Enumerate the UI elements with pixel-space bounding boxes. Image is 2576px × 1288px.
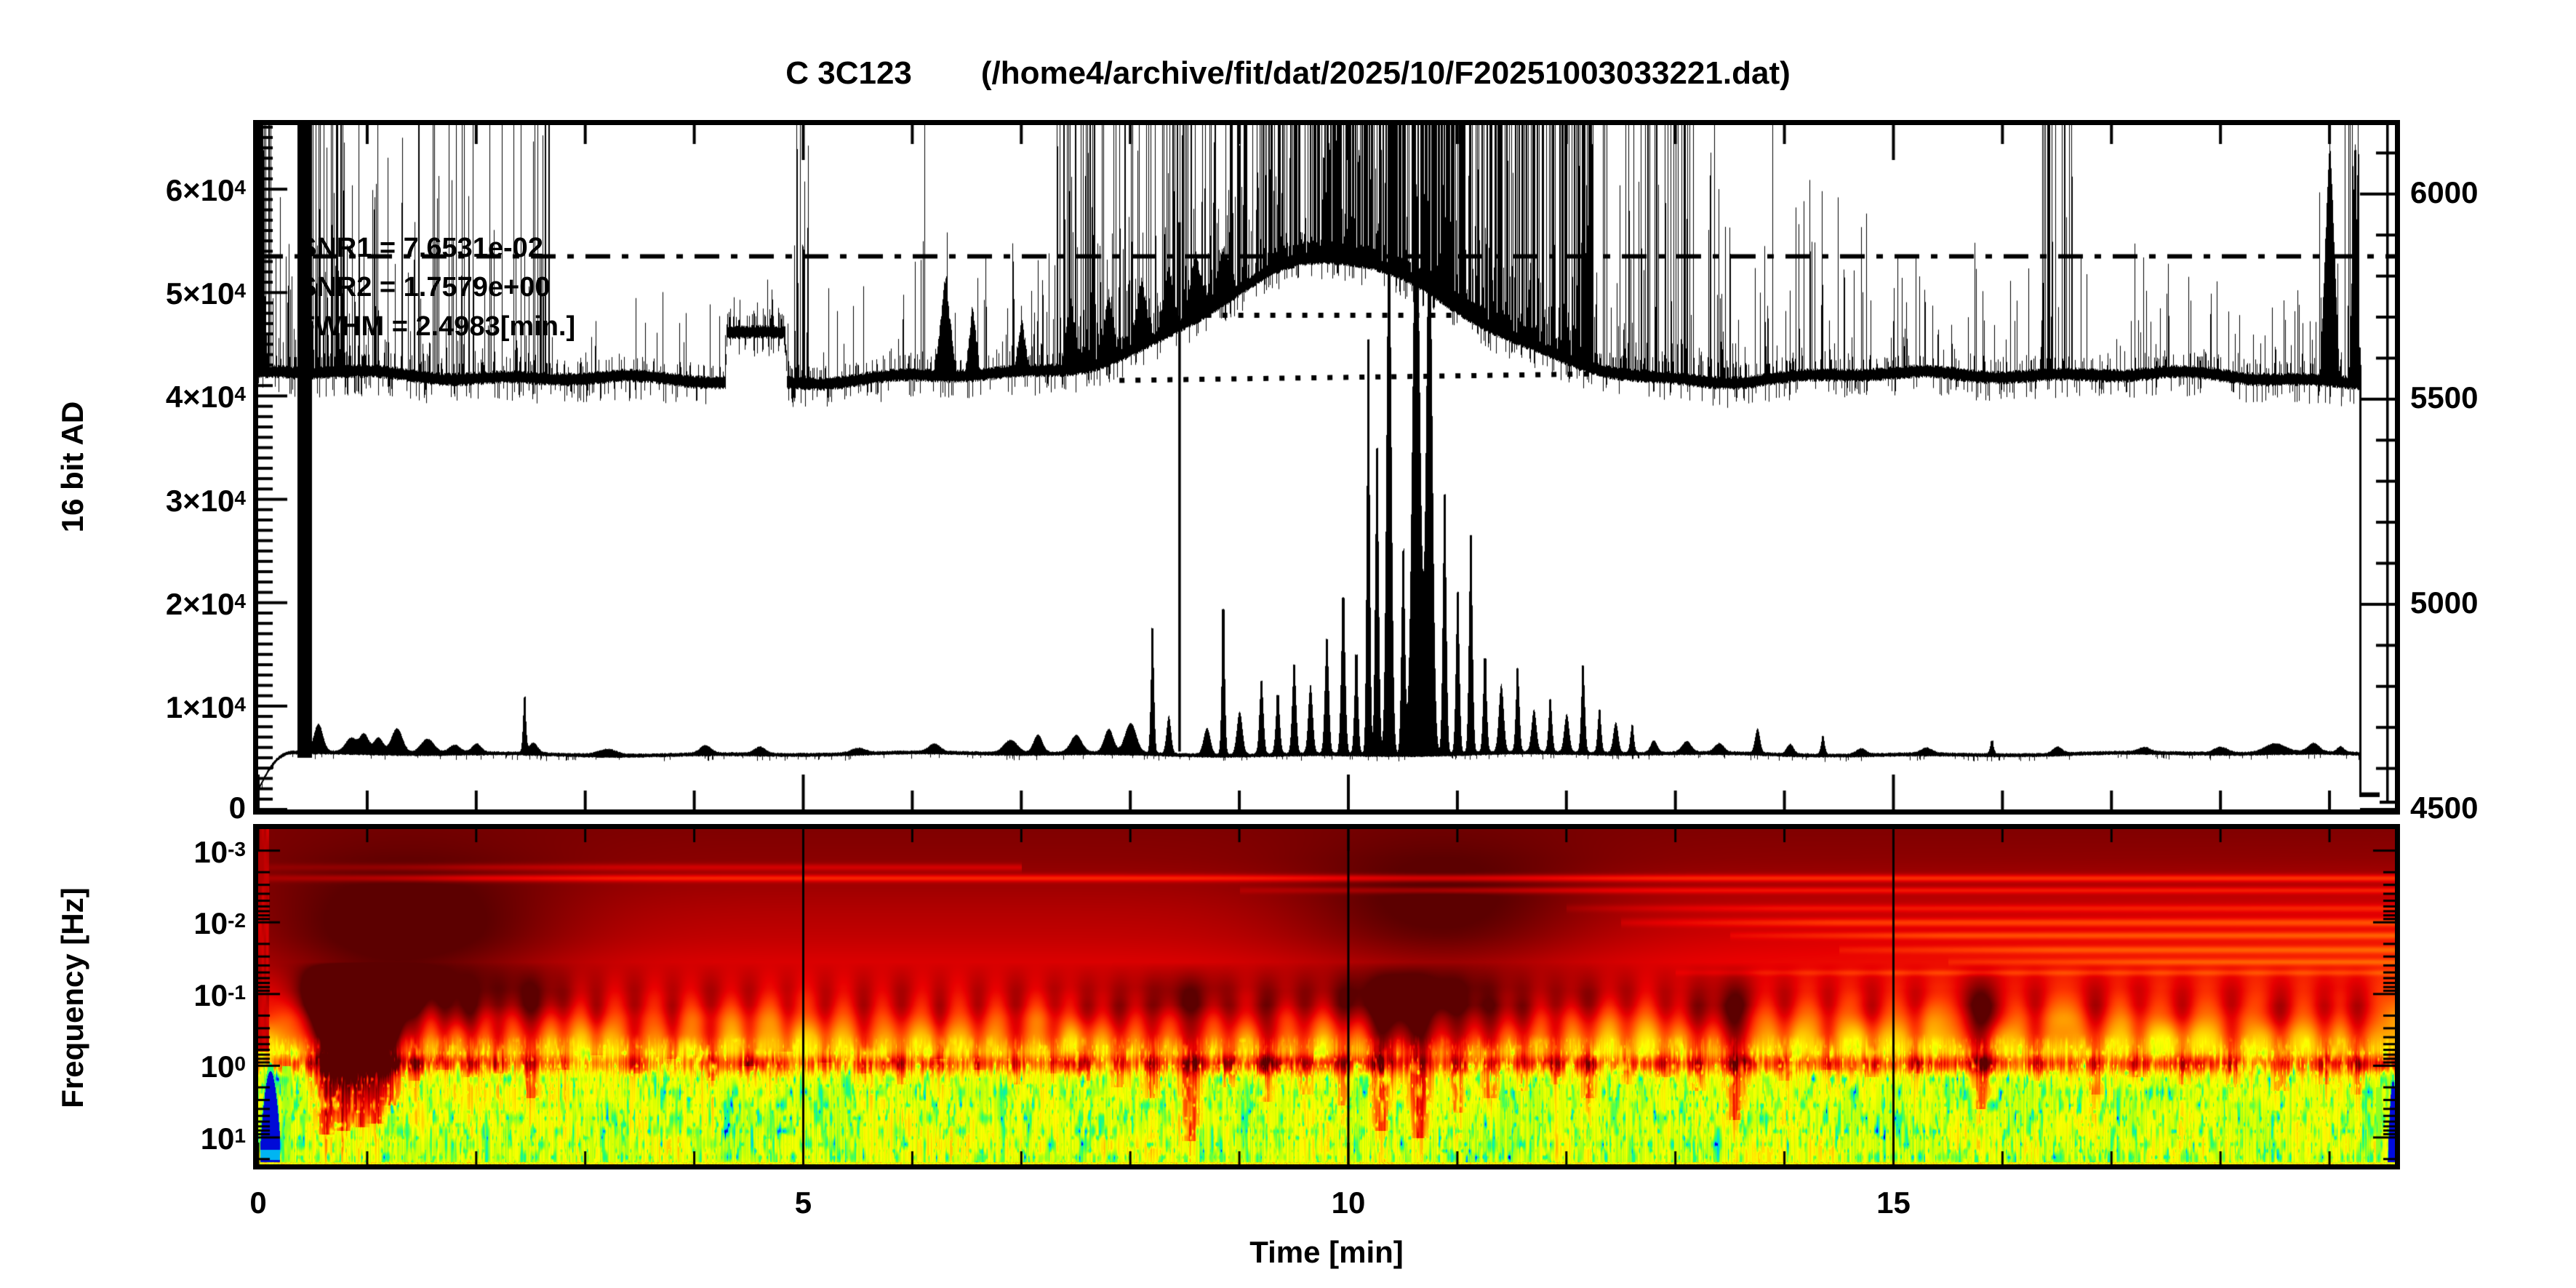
right-tick-label: 5500: [2410, 380, 2479, 415]
time-axis-title: Time [min]: [1249, 1235, 1404, 1269]
left-tick-label: 3×104: [165, 483, 246, 518]
x-tick-label: 15: [1876, 1185, 1911, 1220]
x-tick-label: 5: [794, 1185, 812, 1220]
data-file-path: (/home4/archive/fit/dat/2025/10/F2025100…: [980, 55, 1791, 91]
x-tick-label: 10: [1331, 1185, 1366, 1220]
left-tick-label: 0: [228, 791, 246, 825]
source-name: C 3C123: [785, 55, 912, 91]
right-tick-label: 5000: [2410, 585, 2479, 620]
freq-tick-label: 100: [200, 1049, 246, 1084]
freq-tick-label: 10-3: [193, 834, 246, 869]
left-tick-label: 6×104: [165, 173, 246, 208]
left-tick-label: 5×104: [165, 276, 246, 311]
plot-title: C 3C123 (/home4/archive/fit/dat/2025/10/F…: [0, 55, 2576, 92]
right-tick-label: 4500: [2410, 791, 2479, 825]
timeseries-canvas: [258, 125, 2395, 809]
freq-tick-label: 10-1: [193, 977, 246, 1012]
left-tick-label: 1×104: [165, 689, 246, 724]
x-tick-label: 0: [249, 1185, 267, 1220]
freq-tick-label: 101: [200, 1121, 246, 1156]
left-axis-title: 16 bit AD: [55, 401, 89, 533]
freq-tick-label: 10-2: [193, 906, 246, 941]
left-tick-label: 2×104: [165, 586, 246, 621]
spectrogram-canvas: [258, 829, 2395, 1164]
spectrogram-box: [253, 824, 2400, 1169]
left-tick-label: 4×104: [165, 380, 246, 415]
right-tick-label: 6000: [2410, 175, 2479, 209]
frequency-axis-title: Frequency [Hz]: [55, 887, 89, 1108]
timeseries-plot-box: [253, 120, 2400, 815]
